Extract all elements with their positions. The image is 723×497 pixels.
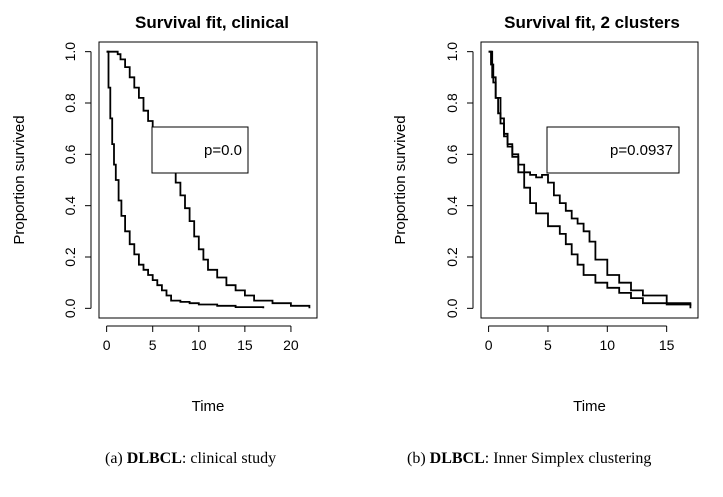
y-tick-label: 0.8 [62,93,78,113]
y-tick-label: 0.0 [62,298,78,318]
x-axis-label: Time [573,398,606,415]
plot-frame [98,41,318,319]
survival-curve-0 [488,50,692,306]
legend-box [151,126,249,174]
caption-b-prefix: (b) [407,450,430,467]
x-axis-label: Time [192,398,225,415]
y-tick-label: 0.4 [62,196,78,216]
y-tick-label: 0.2 [62,247,78,267]
x-tick-label: 0 [485,337,493,353]
legend-box [546,126,680,174]
plot-frame [480,41,699,319]
caption-a: (a) DLBCL: clinical study [105,450,276,468]
caption-a-prefix: (a) [105,450,127,467]
x-tick-label: 0 [103,337,111,353]
y-axis-label: Proportion survived [392,115,409,244]
chart-title: Survival fit, 2 clusters [504,13,680,32]
y-tick-label: 1.0 [62,42,78,62]
caption-b-rest: : Inner Simplex clustering [484,450,652,467]
y-tick-label: 0.6 [62,144,78,164]
y-tick-label: 0.2 [444,247,460,267]
caption-a-bold: DLBCL [126,450,182,467]
x-tick-label: 10 [600,337,616,353]
caption-b-bold: DLBCL [429,450,485,467]
y-tick-label: 0.8 [444,93,460,113]
chart-title: Survival fit, clinical [135,13,289,32]
survival-curve-0 [106,50,265,309]
legend-p-value: p=0.0937 [610,142,673,159]
chart-panel-0: Survival fit, clinical 0 5 10 15 20 0.0 0.2 0.4 0… [11,13,318,415]
y-tick-label: 0.0 [444,298,460,318]
x-tick-label: 10 [191,337,207,353]
y-tick-label: 1.0 [444,42,460,62]
x-tick-label: 15 [237,337,253,353]
y-tick-label: 0.4 [444,196,460,216]
chart-panel-1: Survival fit, 2 clusters 0 5 10 15 0.0 0.2 0.4 0… [392,13,699,415]
caption-b: (b) DLBCL: Inner Simplex clustering [407,450,651,468]
x-tick-label: 15 [659,337,675,353]
x-tick-label: 5 [544,337,552,353]
y-tick-label: 0.6 [444,144,460,164]
survival-curve-1 [488,50,692,309]
survival-curve-1 [106,50,311,309]
x-tick-label: 5 [149,337,157,353]
legend-p-value: p=0.0 [204,142,242,159]
caption-a-rest: : clinical study [181,450,277,467]
x-tick-label: 20 [283,337,299,353]
y-axis-label: Proportion survived [11,115,28,244]
